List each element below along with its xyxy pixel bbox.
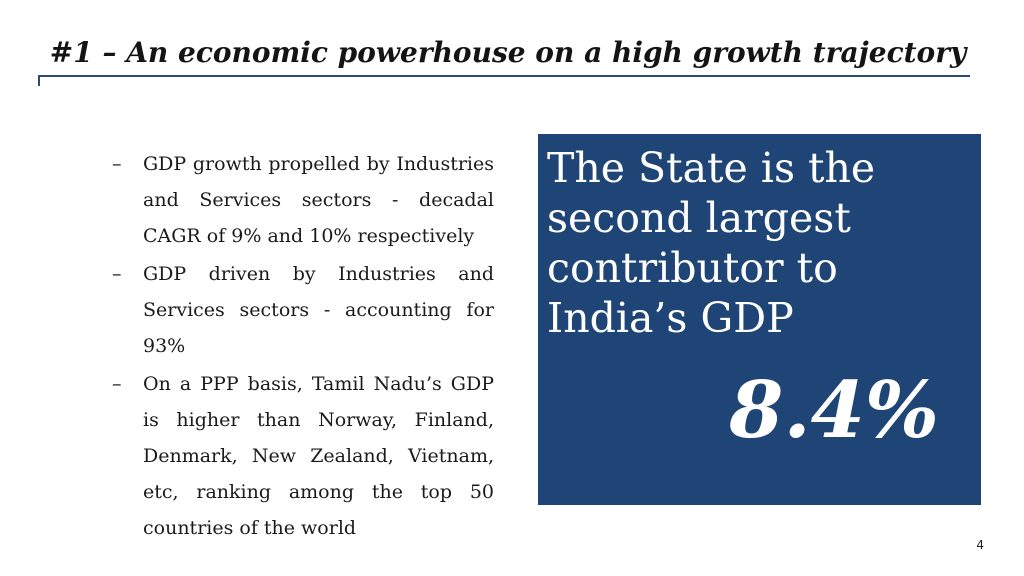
callout-stat: 8.4% bbox=[729, 365, 939, 456]
bullet-item-ppp-basis: – On a PPP basis, Tamil Nadu’s GDP is hi… bbox=[108, 366, 494, 546]
bullet-list: – GDP growth propelled by Industries and… bbox=[108, 146, 494, 548]
bullet-text: GDP growth propelled by Industries and S… bbox=[143, 153, 494, 247]
slide-title: #1 – An economic powerhouse on a high gr… bbox=[49, 36, 967, 69]
title-underline bbox=[38, 75, 970, 77]
bullet-dash: – bbox=[112, 373, 122, 395]
title-underline-tick bbox=[38, 75, 40, 86]
bullet-item-gdp-driven: – GDP driven by Industries and Services … bbox=[108, 256, 494, 364]
gdp-callout-box: The State is the second largest contribu… bbox=[538, 134, 981, 505]
bullet-item-gdp-growth: – GDP growth propelled by Industries and… bbox=[108, 146, 494, 254]
bullet-dash: – bbox=[112, 153, 122, 175]
page-number: 4 bbox=[976, 538, 984, 552]
bullet-text: GDP driven by Industries and Services se… bbox=[143, 263, 494, 357]
bullet-text: On a PPP basis, Tamil Nadu’s GDP is high… bbox=[143, 373, 494, 539]
callout-text: The State is the second largest contribu… bbox=[547, 144, 876, 342]
bullet-dash: – bbox=[112, 263, 122, 285]
